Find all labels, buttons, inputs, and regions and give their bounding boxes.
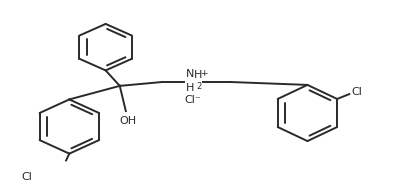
Text: +: + xyxy=(200,69,207,78)
Text: Cl: Cl xyxy=(352,87,363,97)
Text: Cl⁻: Cl⁻ xyxy=(184,95,201,105)
Text: H: H xyxy=(186,83,195,93)
Text: H: H xyxy=(194,70,202,81)
Text: 2: 2 xyxy=(196,82,202,91)
Text: Cl: Cl xyxy=(21,172,32,182)
Text: OH: OH xyxy=(119,116,136,126)
Text: N: N xyxy=(186,69,195,79)
